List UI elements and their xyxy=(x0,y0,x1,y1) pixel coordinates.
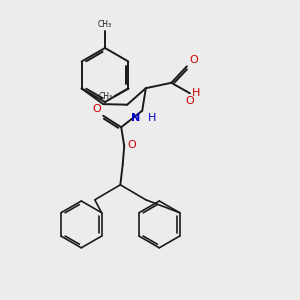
Text: O: O xyxy=(189,55,198,65)
Text: O: O xyxy=(92,104,101,114)
Text: CH₃: CH₃ xyxy=(98,20,112,29)
Text: O: O xyxy=(128,140,136,150)
Text: O: O xyxy=(185,96,194,106)
Text: H: H xyxy=(191,88,200,98)
Text: CH₃: CH₃ xyxy=(99,92,113,101)
Text: N: N xyxy=(130,113,140,123)
Text: H: H xyxy=(148,113,156,123)
